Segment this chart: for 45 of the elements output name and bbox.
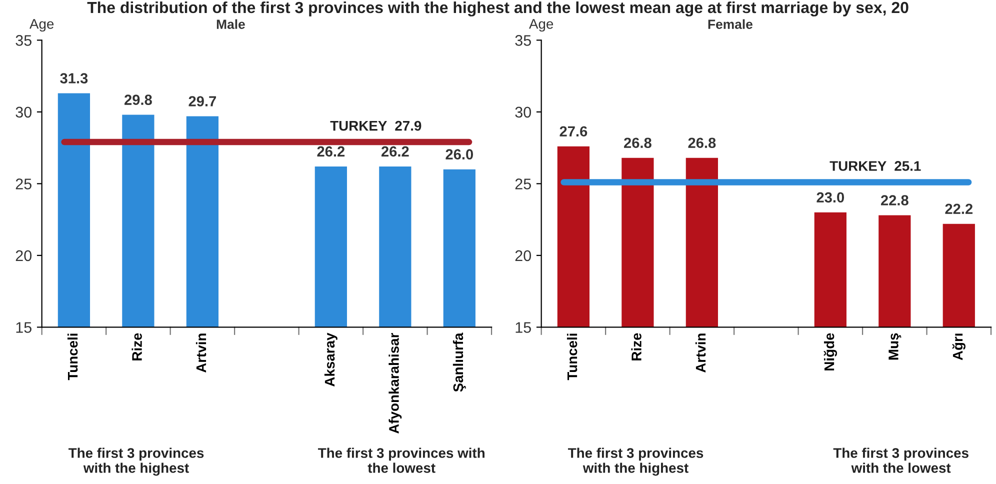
x-tick-label: Niğde	[824, 333, 837, 370]
text: The first 3 provinces with the highest	[568, 448, 704, 476]
y-tick-label: 20	[515, 250, 532, 262]
data-label: 29.8	[124, 94, 152, 105]
data-label: 31.3	[60, 73, 88, 84]
y-tick-label: 25	[16, 178, 32, 190]
text: The first 3 provinces with the lowest	[318, 448, 484, 473]
text: The first 3 provinces with the lowest	[833, 448, 968, 473]
y-tick-label: 35	[515, 35, 531, 46]
y-tick-label: 15	[16, 322, 32, 333]
text: The first 3 provinces with the highest	[68, 448, 204, 476]
data-label: 26.0	[446, 149, 473, 160]
x-tick-label: Aksaray	[324, 332, 338, 386]
x-tick-label: Tunceli	[67, 334, 78, 380]
x-tick-label: Tunceli	[566, 334, 578, 380]
y-tick-label: 25	[515, 178, 531, 190]
y-axis-title: Age	[529, 19, 554, 32]
x-tick-label: Afyonkarahisar	[388, 332, 402, 434]
x-tick-label: Muş	[888, 333, 902, 360]
y-tick-label: 15	[516, 322, 531, 333]
y-axis-title: Age	[30, 19, 54, 32]
y-tick-label: 30	[515, 106, 532, 118]
ref-line-label: TURKEY 27.9	[330, 120, 422, 131]
x-tick-label: Artvin	[695, 334, 706, 373]
x-tick-label: Artvin	[196, 334, 206, 373]
data-label: 27.6	[560, 126, 588, 137]
chart-subtitle: Male	[216, 19, 245, 29]
x-tick-label: Rize	[132, 333, 142, 360]
data-label: 26.8	[624, 138, 652, 148]
y-tick-label: 30	[16, 106, 32, 118]
data-label: 26.2	[381, 146, 409, 157]
data-label: 22.2	[945, 204, 973, 214]
data-label: 23.0	[816, 192, 844, 203]
y-tick-label: 35	[16, 35, 32, 46]
ref-line-label: TURKEY 25.1	[830, 161, 921, 171]
x-tick-label: Rize	[631, 333, 642, 360]
data-label: 26.8	[688, 138, 716, 148]
x-tick-label: Ağrı	[952, 334, 966, 360]
data-label: 29.7	[188, 96, 216, 106]
chart-title: The distribution of the first 3 provinces with the highest and the lowest mean age at first marriage by sex, 20	[87, 1, 908, 16]
chart-subtitle: Female	[708, 19, 752, 29]
data-label: 22.8	[880, 195, 908, 206]
y-tick-label: 20	[16, 250, 32, 262]
x-tick-label: Şanlıurfa	[452, 332, 466, 392]
data-label: 26.2	[317, 146, 345, 157]
